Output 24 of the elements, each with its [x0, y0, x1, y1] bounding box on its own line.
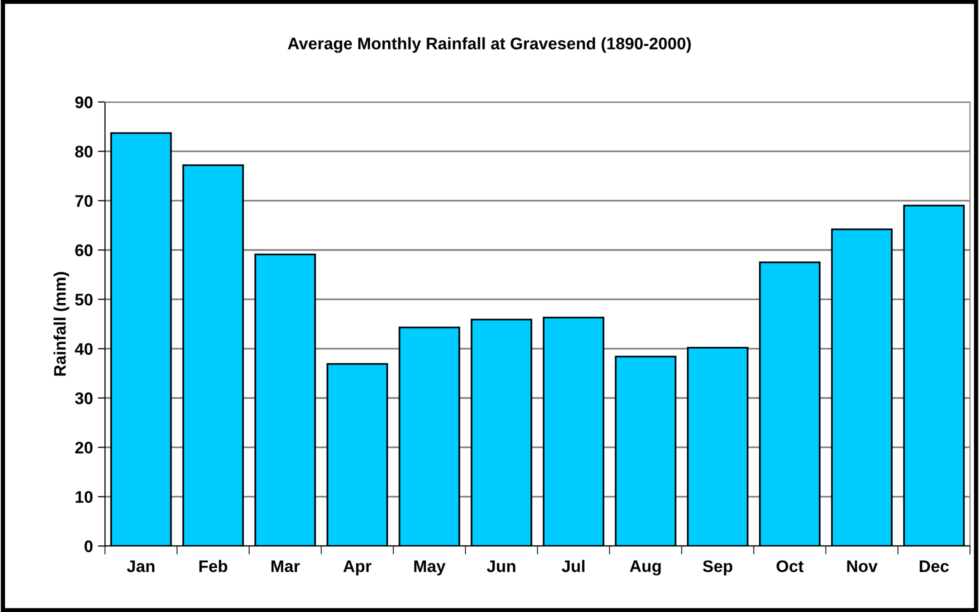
y-tick-label: 60: [75, 244, 93, 256]
y-tick-label: 70: [75, 195, 93, 207]
x-tick-label: Aug: [630, 560, 661, 576]
x-tick-label: Sep: [702, 560, 732, 576]
x-tick-label: Nov: [847, 560, 878, 572]
y-tick-label: 30: [75, 392, 93, 404]
y-tick-label: 20: [75, 442, 93, 454]
x-tick-label: Jan: [126, 560, 154, 572]
x-tick-label: Jun: [486, 560, 516, 572]
y-tick-label: 10: [76, 491, 93, 503]
y-tick-label: 80: [75, 146, 93, 158]
x-tick-label: Jul: [562, 560, 584, 572]
y-tick-label: 40: [74, 343, 93, 355]
y-tick-label: 0: [84, 540, 93, 552]
x-tick-label: Mar: [272, 560, 300, 572]
y-axis-title: Rainfall (mm): [54, 272, 70, 376]
x-tick-label: Oct: [776, 560, 804, 572]
x-tick-label: Dec: [920, 560, 949, 572]
x-tick-label: Feb: [199, 560, 228, 572]
chart-title: Average Monthly Rainfall at Gravesend (1890-2000): [288, 37, 691, 53]
x-tick-label: Apr: [343, 560, 372, 576]
x-tick-label: May: [414, 560, 446, 576]
y-tick-label: 50: [75, 294, 93, 306]
y-tick-label: 90: [75, 96, 93, 108]
